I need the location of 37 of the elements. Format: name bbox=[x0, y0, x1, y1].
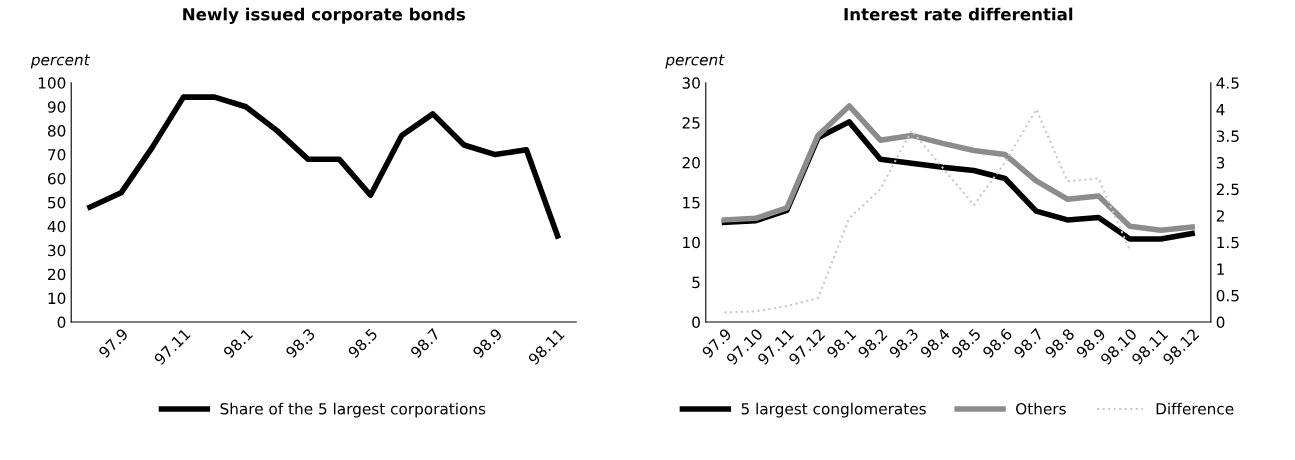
y-tick-label: 60 bbox=[47, 172, 66, 185]
y2-tick-label: 4 bbox=[1216, 104, 1225, 116]
y-tick-label: 5 bbox=[692, 276, 700, 289]
y-tick-label: 20 bbox=[682, 157, 700, 169]
y2-tick-label: 1.5 bbox=[1217, 236, 1239, 249]
y-tick-label: 70 bbox=[48, 149, 66, 161]
chart-title: Newly issued corporate bonds bbox=[183, 7, 465, 24]
y-tick-label: 0 bbox=[692, 316, 700, 329]
y2-tick-label: 0 bbox=[1216, 316, 1225, 329]
y-tick-label: 80 bbox=[47, 125, 66, 137]
chart-title: Interest rate differential bbox=[844, 7, 1073, 21]
y2-tick-label: 2.5 bbox=[1216, 183, 1239, 196]
y-tick-label: 100 bbox=[38, 77, 66, 89]
y-axis-title: percent bbox=[665, 54, 725, 69]
y-tick-label: 20 bbox=[48, 268, 66, 281]
y-tick-label: 30 bbox=[682, 77, 700, 89]
y-tick-label: 25 bbox=[682, 117, 700, 129]
legend-label: Difference bbox=[1156, 402, 1234, 415]
y-axis-title: percent bbox=[30, 54, 91, 69]
legend-label: Others bbox=[1016, 402, 1066, 415]
y2-tick-label: 2 bbox=[1216, 210, 1224, 222]
y-tick-label: 0 bbox=[57, 316, 66, 329]
legend-label: 5 largest conglomerates bbox=[741, 402, 926, 418]
y-tick-label: 10 bbox=[683, 236, 700, 249]
y2-tick-label: 0.5 bbox=[1216, 289, 1239, 302]
y2-tick-label: 1 bbox=[1217, 263, 1224, 275]
y-tick-label: 15 bbox=[683, 197, 700, 209]
y2-tick-label: 3 bbox=[1216, 157, 1225, 169]
legend-label: Share of the 5 largest corporations bbox=[220, 402, 486, 418]
y-tick-label: 50 bbox=[48, 196, 66, 209]
y-tick-label: 90 bbox=[47, 101, 66, 113]
y-tick-label: 30 bbox=[48, 244, 66, 257]
line-series bbox=[723, 108, 1131, 314]
y2-tick-label: 3.5 bbox=[1216, 130, 1239, 142]
y2-tick-label: 4.5 bbox=[1216, 77, 1239, 89]
y-tick-label: 10 bbox=[48, 292, 66, 305]
y-tick-label: 40 bbox=[47, 220, 66, 233]
